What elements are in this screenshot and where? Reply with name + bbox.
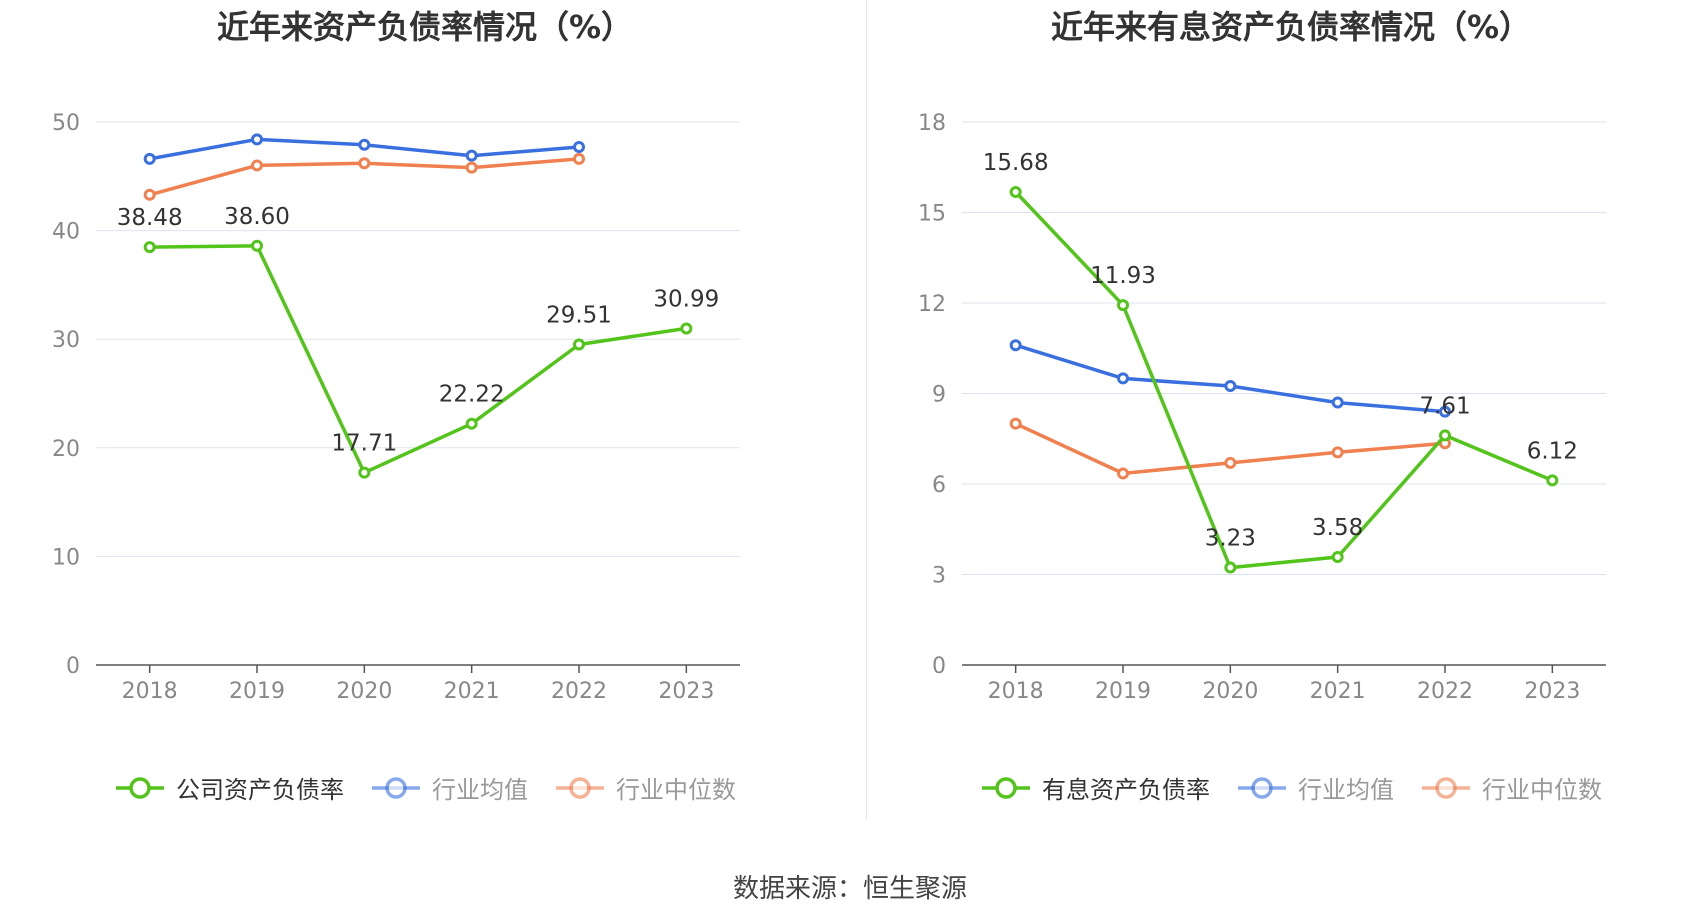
data-label: 38.48	[117, 205, 183, 231]
data-point	[1331, 551, 1344, 564]
y-tick-label: 9	[932, 383, 946, 408]
legend-item[interactable]: 行业均值	[1236, 770, 1394, 805]
data-point	[1117, 372, 1129, 385]
data-point	[143, 152, 156, 165]
data-point	[251, 159, 263, 172]
legend-marker-icon	[982, 776, 1030, 799]
data-label: 3.23	[1205, 526, 1256, 552]
data-label: 7.61	[1419, 393, 1470, 419]
data-point	[1546, 474, 1559, 487]
data-label: 3.58	[1312, 515, 1363, 541]
x-tick-label: 2023	[658, 679, 714, 704]
data-point	[143, 188, 156, 201]
y-tick-label: 40	[52, 220, 80, 245]
legend-item[interactable]: 行业中位数	[1420, 770, 1602, 805]
series-line	[1015, 343, 1446, 414]
x-tick-label: 2018	[988, 679, 1044, 704]
panel-divider	[866, 0, 867, 820]
data-point	[1117, 467, 1129, 480]
data-label: 15.68	[983, 150, 1049, 176]
data-label: 11.93	[1090, 263, 1156, 289]
chart-plot-interest-debt-ratio: 0 3 6 9 12 15 18 2018 2019 2020 2021 2022 2023 15.68 1…	[918, 111, 1606, 704]
x-tick-label: 2019	[229, 679, 285, 704]
data-source-note: 数据来源：恒生聚源	[732, 874, 967, 904]
x-tick-label: 2022	[551, 679, 607, 704]
data-label: 38.60	[224, 204, 290, 230]
x-tick-label: 2020	[1202, 679, 1258, 704]
legend-label: 有息资产负债率	[1042, 776, 1210, 804]
y-tick-label: 6	[932, 473, 946, 498]
y-tick-label: 50	[52, 111, 80, 136]
y-tick-label: 20	[52, 437, 80, 462]
x-tick-label: 2023	[1524, 679, 1580, 704]
legend-marker-icon	[372, 776, 420, 799]
chart-legend: 公司资产负债率 行业均值 行业中位数	[0, 770, 850, 805]
legend-label: 行业中位数	[1482, 776, 1602, 804]
legend-marker-icon	[1422, 776, 1470, 799]
legend-label: 公司资产负债率	[176, 776, 344, 804]
legend-item[interactable]: 行业中位数	[554, 770, 736, 805]
y-tick-label: 0	[66, 654, 80, 679]
data-point	[143, 241, 156, 254]
data-point	[1331, 446, 1344, 459]
chart-title: 近年来有息资产负债率情况（%）	[1050, 8, 1532, 46]
x-tick-label: 2019	[1095, 679, 1151, 704]
data-label: 29.51	[546, 303, 612, 329]
legend-label: 行业中位数	[616, 776, 736, 804]
y-tick-label: 3	[932, 564, 946, 589]
legend-item[interactable]: 公司资产负债率	[114, 770, 344, 805]
data-point	[1009, 417, 1022, 430]
data-point	[1009, 339, 1022, 352]
data-point	[573, 152, 585, 165]
chart-title: 近年来资产负债率情况（%）	[216, 8, 634, 46]
x-tick-label: 2018	[122, 679, 178, 704]
data-point	[465, 161, 478, 174]
series-line	[1014, 190, 1553, 570]
data-point	[1224, 456, 1237, 469]
data-label: 30.99	[653, 286, 719, 312]
y-tick-label: 18	[918, 111, 946, 136]
data-point	[465, 417, 478, 430]
data-point	[1009, 185, 1022, 198]
data-label: 17.71	[331, 431, 397, 457]
legend-label: 行业均值	[1298, 776, 1394, 804]
data-point	[573, 140, 585, 153]
y-tick-label: 30	[52, 328, 80, 353]
chart-legend: 有息资产负债率 行业均值 行业中位数	[866, 770, 1700, 805]
data-point	[680, 322, 693, 335]
data-point	[358, 157, 371, 170]
data-point	[1439, 405, 1451, 418]
chart-plot-debt-ratio: 0 10 20 30 40 50 2018 2019 2020 2021 2022 2023 38.48…	[52, 111, 740, 704]
y-tick-label: 10	[52, 545, 80, 570]
x-tick-label: 2021	[1310, 679, 1366, 704]
chart-panel-interest-debt-ratio: 近年来有息资产负债率情况（%） 0 3 6 9 12 15 18 2018 2019 2020 20…	[866, 0, 1700, 820]
x-tick-label: 2021	[444, 679, 500, 704]
data-point	[573, 338, 585, 351]
x-tick-label: 2020	[336, 679, 392, 704]
legend-marker-icon	[116, 776, 164, 799]
x-tick-label: 2022	[1417, 679, 1473, 704]
legend-marker-icon	[556, 776, 604, 799]
data-point	[251, 239, 263, 252]
legend-item[interactable]: 行业均值	[370, 770, 528, 805]
chart-panel-debt-ratio: 近年来资产负债率情况（%） 0 10 20 30 40 50 2018 2019 2020 202…	[0, 0, 850, 820]
data-point	[1439, 429, 1451, 442]
legend-marker-icon	[1238, 776, 1286, 799]
data-point	[1224, 561, 1237, 574]
data-label: 22.22	[439, 382, 505, 408]
data-point	[358, 466, 371, 479]
series-line	[149, 244, 687, 475]
data-point	[1117, 299, 1129, 312]
y-tick-label: 12	[918, 292, 946, 317]
data-point	[465, 149, 478, 162]
y-tick-label: 15	[918, 202, 946, 227]
legend-item[interactable]: 有息资产负债率	[980, 770, 1210, 805]
legend-label: 行业均值	[432, 776, 528, 804]
data-point	[1224, 379, 1237, 392]
data-label: 6.12	[1527, 438, 1578, 464]
data-point	[358, 138, 371, 151]
data-point	[251, 133, 263, 146]
data-point	[1331, 396, 1344, 409]
y-tick-label: 0	[932, 654, 946, 679]
